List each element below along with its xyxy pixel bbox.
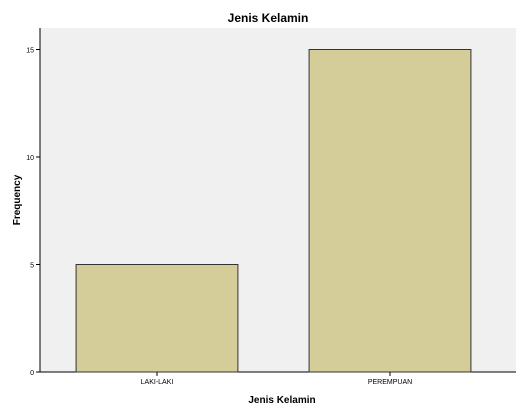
chart-title: Jenis Kelamin (228, 11, 309, 25)
x-tick-label: PEREMPUAN (368, 379, 412, 386)
bars (75, 49, 472, 373)
y-tick-label: 0 (30, 370, 34, 377)
y-tick-label: 5 (30, 263, 34, 270)
x-axis-label: Jenis Kelamin (248, 395, 315, 406)
y-tick-label: 10 (26, 155, 34, 162)
x-tick-label: LAKI-LAKI (141, 379, 174, 386)
bar-laki-laki (75, 264, 239, 373)
y-tick-label: 15 (26, 48, 34, 55)
bar-perempuan (308, 49, 472, 373)
x-axis-ticks: LAKI-LAKI PEREMPUAN (141, 372, 412, 386)
y-axis-label: Frequency (12, 174, 23, 225)
y-axis-ticks: 0 5 10 15 (26, 48, 40, 377)
